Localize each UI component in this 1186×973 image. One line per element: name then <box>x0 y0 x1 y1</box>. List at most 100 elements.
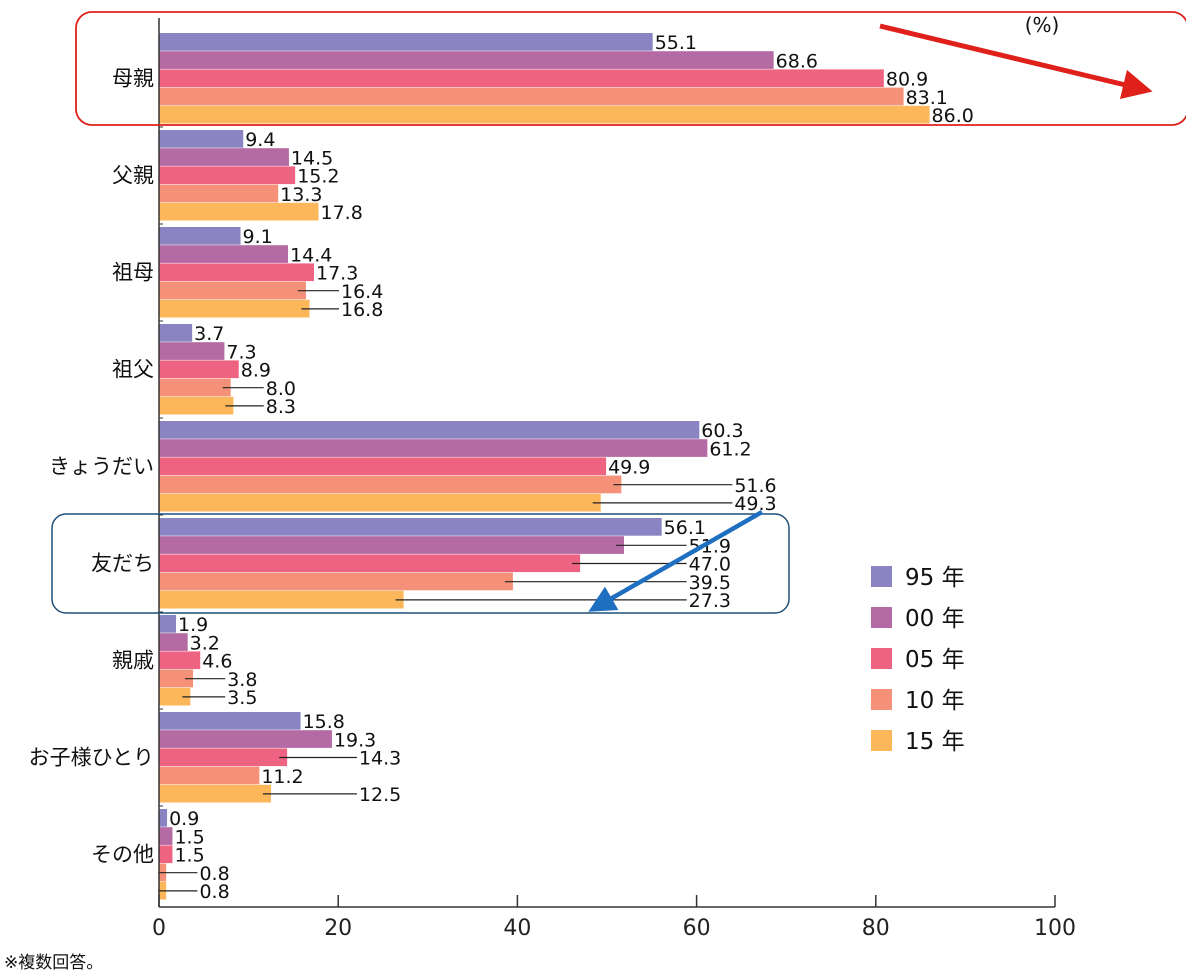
bar-親戚-95 年 <box>159 615 177 633</box>
bar-父親-05 年 <box>159 166 296 185</box>
bar-きょうだい-15 年 <box>159 493 601 512</box>
value-label: 0.8 <box>199 881 229 903</box>
bar-祖父-05 年 <box>159 360 239 379</box>
bar-きょうだい-00 年 <box>159 439 708 457</box>
bar-友だち-00 年 <box>159 536 625 554</box>
value-label: 15.2 <box>297 166 339 188</box>
bar-母親-95 年 <box>159 33 653 51</box>
category-label: お子様ひとり <box>29 746 154 770</box>
value-label: 39.5 <box>689 572 731 594</box>
value-label: 1.9 <box>178 614 208 636</box>
value-label: 47.0 <box>689 554 731 576</box>
bar-父親-00 年 <box>159 148 289 166</box>
bar-その他-95 年 <box>159 809 168 827</box>
value-label: 3.2 <box>190 632 220 654</box>
trend-arrow-down <box>588 510 764 612</box>
x-tick-label: 80 <box>862 916 890 941</box>
legend-label: 95 年 <box>905 565 965 591</box>
bar-祖父-95 年 <box>159 324 193 342</box>
value-label: 4.6 <box>202 651 232 673</box>
value-label: 13.3 <box>280 184 322 206</box>
bar-友だち-95 年 <box>159 518 662 536</box>
legend-label: 15 年 <box>905 729 965 755</box>
legend-label: 10 年 <box>905 688 965 714</box>
bar-祖母-15 年 <box>159 299 310 318</box>
bar-お子様ひとり-00 年 <box>159 730 332 748</box>
value-label: 3.5 <box>227 687 257 709</box>
legend-label: 00 年 <box>905 606 965 632</box>
category-label: きょうだい <box>49 455 154 479</box>
value-label: 9.4 <box>245 129 275 151</box>
bar-友だち-15 年 <box>159 590 404 609</box>
value-label: 27.3 <box>689 590 731 612</box>
bar-きょうだい-95 年 <box>159 421 700 439</box>
bar-きょうだい-05 年 <box>159 457 607 476</box>
value-label: 16.4 <box>341 281 383 303</box>
value-label: 17.3 <box>316 263 358 285</box>
category-label: その他 <box>91 843 154 867</box>
category-label: 父親 <box>112 164 154 188</box>
bar-母親-15 年 <box>159 105 930 124</box>
value-label: 49.3 <box>734 493 776 515</box>
bar-母親-00 年 <box>159 51 774 69</box>
bar-お子様ひとり-95 年 <box>159 712 301 730</box>
value-label: 1.5 <box>174 826 204 848</box>
value-label: 60.3 <box>701 420 743 442</box>
value-label: 8.0 <box>266 378 296 400</box>
category-label: 親戚 <box>112 649 154 673</box>
value-label: 15.8 <box>303 711 345 733</box>
bar-その他-00 年 <box>159 827 173 845</box>
value-label: 56.1 <box>664 517 706 539</box>
value-label: 14.3 <box>359 748 401 770</box>
bar-お子様ひとり-05 年 <box>159 748 288 767</box>
value-label: 19.3 <box>334 729 376 751</box>
legend-swatch <box>871 566 892 587</box>
legend-swatch <box>871 689 892 710</box>
bar-お子様ひとり-10 年 <box>159 766 260 785</box>
value-label: 7.3 <box>226 341 256 363</box>
value-label: 49.9 <box>608 457 650 479</box>
bar-祖父-15 年 <box>159 396 234 415</box>
bar-きょうだい-10 年 <box>159 475 622 494</box>
x-tick-label: 60 <box>683 916 711 941</box>
bar-父親-15 年 <box>159 202 319 221</box>
bar-祖父-10 年 <box>159 378 231 397</box>
bar-お子様ひとり-15 年 <box>159 784 271 803</box>
value-label: 14.5 <box>291 147 333 169</box>
value-label: 68.6 <box>776 50 818 72</box>
bar-親戚-10 年 <box>159 669 194 688</box>
value-label: 12.5 <box>359 784 401 806</box>
value-label: 83.1 <box>906 87 948 109</box>
bar-父親-95 年 <box>159 130 244 148</box>
highlight-box-mother <box>75 11 1186 126</box>
value-label: 0.8 <box>199 863 229 885</box>
highlight-box-friends <box>51 513 790 614</box>
legend-label: 05 年 <box>905 647 965 673</box>
value-label: 14.4 <box>290 244 332 266</box>
bar-祖父-00 年 <box>159 342 225 360</box>
bar-母親-10 年 <box>159 87 904 106</box>
bar-友だち-05 年 <box>159 554 581 573</box>
bar-親戚-00 年 <box>159 633 188 651</box>
bar-祖母-95 年 <box>159 227 241 245</box>
value-label: 0.9 <box>169 808 199 830</box>
x-tick-label: 40 <box>503 916 531 941</box>
bar-祖母-05 年 <box>159 263 315 282</box>
category-label: 友だち <box>91 552 154 576</box>
x-tick-label: 20 <box>324 916 352 941</box>
bar-その他-05 年 <box>159 845 173 864</box>
value-label: 61.2 <box>709 438 751 460</box>
category-label: 祖母 <box>112 261 154 285</box>
bar-友だち-10 年 <box>159 572 513 591</box>
value-label: 11.2 <box>261 766 303 788</box>
legend-swatch <box>871 648 892 669</box>
value-label: 80.9 <box>886 69 928 91</box>
value-label: 17.8 <box>320 202 362 224</box>
value-label: 51.9 <box>689 535 731 557</box>
x-tick-label: 0 <box>152 916 166 941</box>
value-label: 16.8 <box>341 299 383 321</box>
value-label: 86.0 <box>932 105 974 127</box>
bar-母親-05 年 <box>159 69 884 88</box>
trend-arrow-up <box>879 23 1153 100</box>
